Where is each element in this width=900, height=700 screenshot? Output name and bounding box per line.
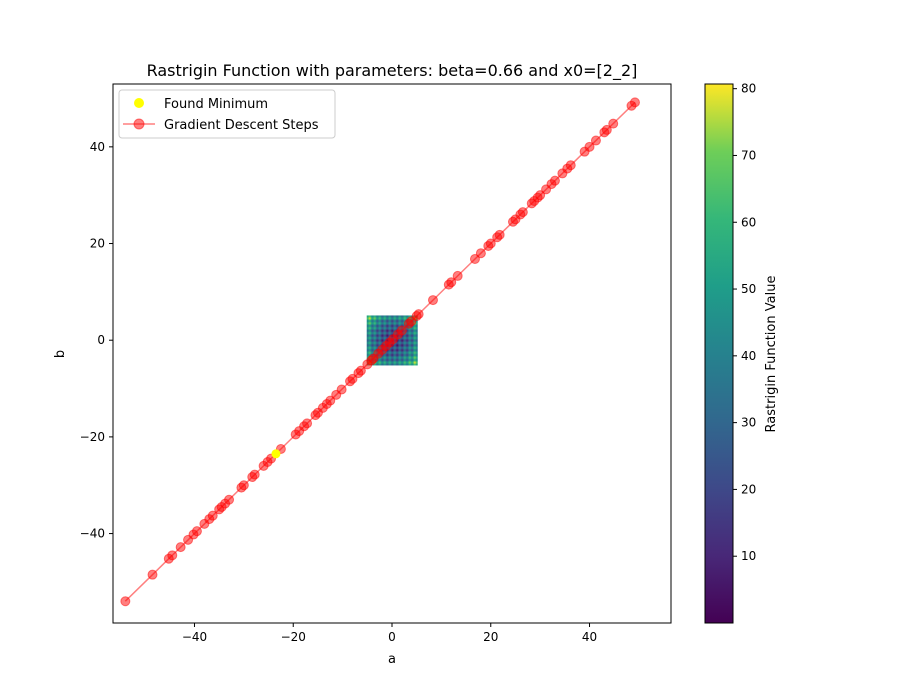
colorbar-tick-label: 60 [741, 215, 756, 229]
gradient-step-point [427, 295, 438, 306]
colorbar-tick-label: 10 [741, 549, 756, 563]
gradient-step-point [469, 253, 480, 264]
legend-gradient-steps-marker [133, 118, 145, 130]
y-tick-label: 20 [90, 237, 105, 251]
gradient-step-point [494, 229, 505, 240]
colorbar-tick-label: 40 [741, 349, 756, 363]
x-tick-label: 0 [388, 630, 396, 644]
x-tick-label: −40 [182, 630, 207, 644]
gradient-step-point [167, 550, 178, 561]
gradient-step-point [249, 469, 260, 480]
gradient-step-point [355, 365, 366, 376]
gradient-step-point [413, 309, 424, 320]
gradient-step-point [601, 124, 612, 135]
colorbar-tick-label: 80 [741, 82, 756, 96]
y-tick-label: 40 [90, 140, 105, 154]
y-tick-label: −20 [80, 430, 105, 444]
legend-gradient-steps-label: Gradient Descent Steps [164, 118, 319, 133]
gradient-step-point [565, 160, 576, 171]
gradient-step-point [475, 248, 486, 259]
y-axis-ticks: −40 −20 0 20 40 [80, 140, 113, 541]
gradient-step-point [147, 569, 158, 580]
y-tick-label: 0 [97, 333, 105, 347]
gradient-step-point [590, 135, 601, 146]
colorbar-tick-label: 30 [741, 416, 756, 430]
colorbar-tick-label: 50 [741, 282, 756, 296]
gradient-step-point [336, 384, 347, 395]
gradient-step-point [175, 542, 186, 553]
gradient-step-point [452, 270, 463, 281]
y-tick-label: −40 [80, 527, 105, 541]
found-minimum-point [271, 449, 281, 459]
gradient-step-point [238, 480, 249, 491]
legend-box [118, 89, 336, 139]
gradient-step-point [347, 373, 358, 384]
colorbar-label: Rastrigin Function Value [764, 276, 779, 433]
gradient-step-point [325, 395, 336, 406]
gradient-step-point [584, 141, 595, 152]
gradient-step-point [191, 526, 202, 537]
gradient-step-point [224, 494, 235, 505]
gradient-step-point [396, 325, 407, 336]
gradient-step-point [302, 418, 313, 429]
x-tick-label: −20 [281, 630, 306, 644]
gradient-step-point [629, 97, 640, 108]
gradient-step-point [535, 190, 546, 201]
colorbar-gradient [704, 83, 734, 624]
y-axis-label: b [53, 350, 68, 358]
gradient-step-point [485, 238, 496, 249]
legend-found-minimum-label: Found Minimum [164, 97, 268, 112]
gradient-step-point [517, 207, 528, 218]
legend: Found Minimum Gradient Descent Steps [118, 89, 336, 139]
colorbar-ticks: 10 20 30 40 50 60 70 80 [733, 82, 756, 563]
series-layer [120, 97, 640, 607]
gradient-step-point [120, 596, 131, 607]
chart-title: Rastrigin Function with parameters: beta… [147, 61, 638, 81]
x-tick-label: 20 [483, 630, 498, 644]
x-axis-ticks: −40 −20 0 20 40 [182, 623, 597, 644]
gradient-step-point [207, 510, 218, 521]
gradient-step-point [608, 118, 619, 129]
x-axis-label: a [388, 652, 396, 667]
colorbar: 10 20 30 40 50 60 70 80 Rastrigin Function Valu… [704, 82, 779, 624]
colorbar-tick-label: 20 [741, 482, 756, 496]
legend-found-minimum-marker [134, 98, 144, 108]
gradient-step-point [549, 175, 560, 186]
colorbar-tick-label: 70 [741, 148, 756, 162]
gradient-step-point [446, 277, 457, 288]
plot-axes: −40 −20 0 20 40 −40 −20 0 20 40 [80, 83, 672, 644]
x-tick-label: 40 [582, 630, 597, 644]
